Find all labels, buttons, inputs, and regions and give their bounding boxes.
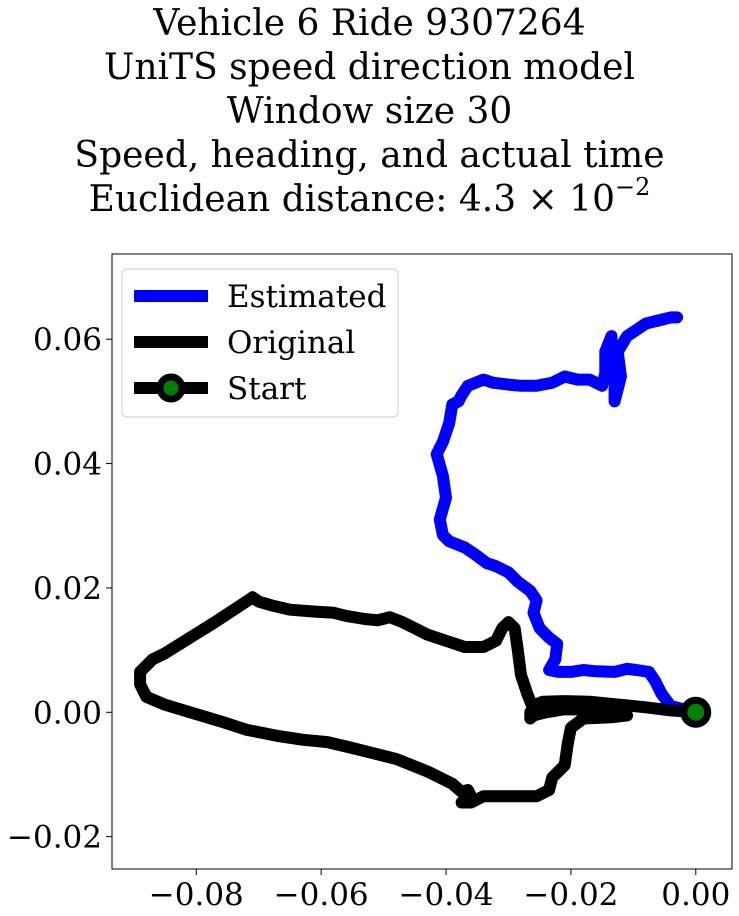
legend-label-estimated: Estimated — [227, 279, 386, 315]
plot-frame — [111, 253, 733, 870]
x-axis: −0.08 −0.06 −0.04 −0.02 0.00 — [149, 869, 730, 913]
x-tick-label: 0.00 — [661, 877, 730, 913]
chart-title: Vehicle 6 Ride 9307264 UniTS speed direc… — [0, 0, 739, 222]
title-line-distance: Euclidean distance: 4.3 × 10−2 — [0, 175, 739, 222]
chart-traces — [134, 311, 712, 809]
legend-label-original: Original — [227, 325, 355, 361]
y-tick-label: 0.02 — [33, 571, 102, 607]
legend-label-start: Start — [227, 371, 307, 407]
title-distance-text: Euclidean distance: 4.3 × 10 — [88, 179, 615, 220]
title-line: Window size 30 — [226, 91, 513, 132]
y-tick-label: 0.00 — [33, 695, 102, 731]
y-tick-label: −0.02 — [7, 820, 102, 856]
title-distance-exponent: −2 — [615, 173, 651, 201]
title-line: Speed, heading, and actual time — [74, 135, 665, 176]
start-marker — [680, 696, 712, 728]
legend-marker-start — [156, 373, 186, 403]
y-axis: −0.02 0.00 0.02 0.04 0.06 — [7, 322, 112, 856]
title-line: UniTS speed direction model — [104, 47, 635, 88]
y-tick-label: 0.04 — [33, 447, 102, 483]
series-original-line — [134, 591, 702, 809]
legend: Estimated Original Start — [121, 268, 399, 418]
x-tick-label: −0.04 — [399, 877, 494, 913]
title-line: Vehicle 6 Ride 9307264 — [153, 3, 586, 44]
legend-box — [121, 268, 399, 418]
x-tick-label: −0.06 — [274, 877, 369, 913]
x-tick-label: −0.02 — [523, 877, 618, 913]
y-tick-label: 0.06 — [33, 322, 102, 358]
x-tick-label: −0.08 — [149, 877, 244, 913]
series-estimated-line — [430, 311, 702, 719]
